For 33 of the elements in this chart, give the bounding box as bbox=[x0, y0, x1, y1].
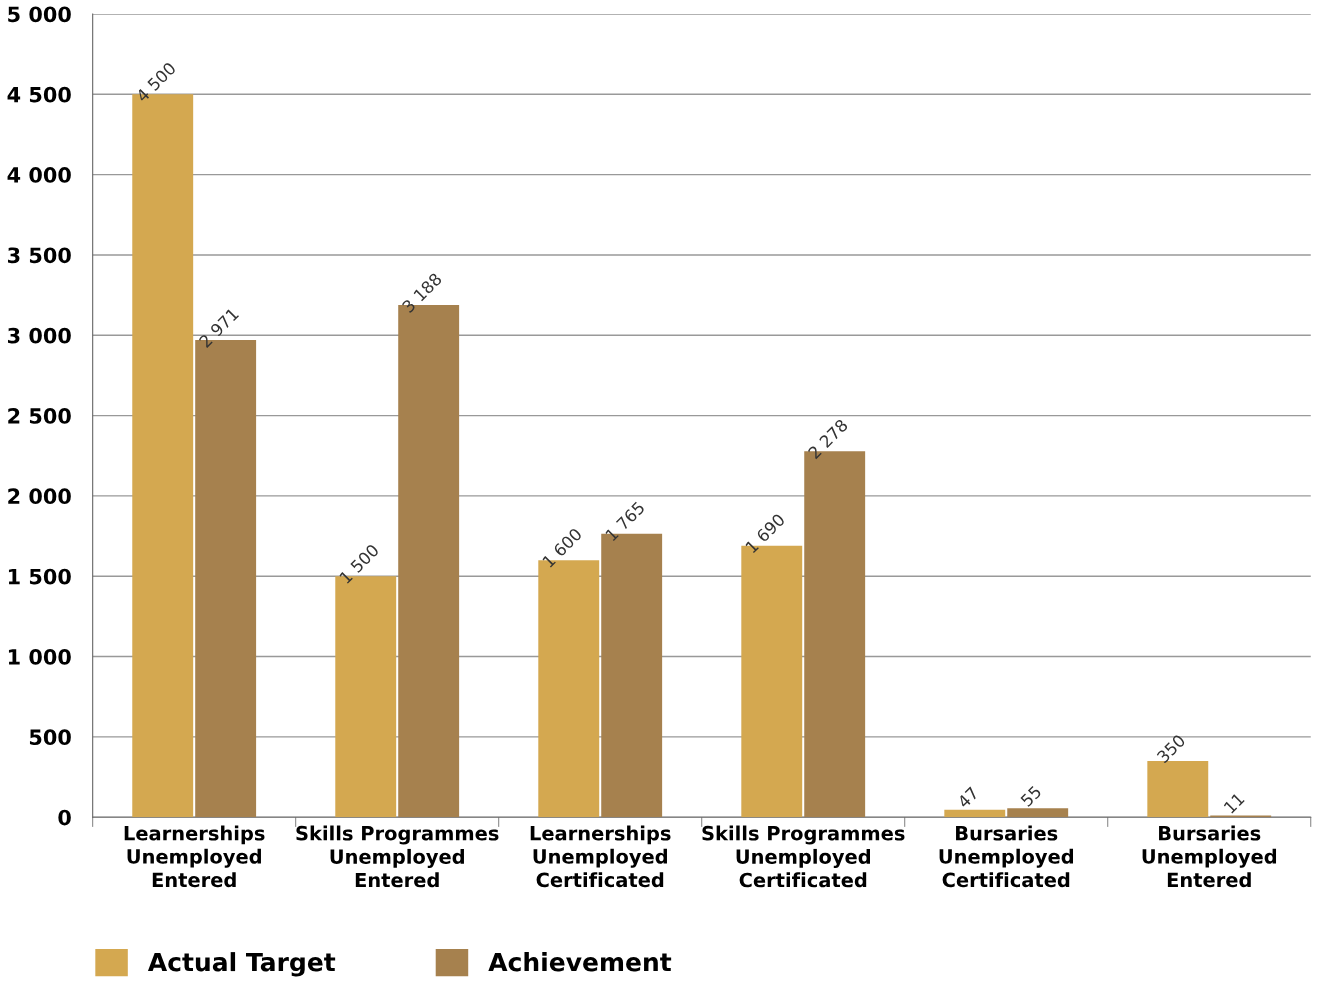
y-tick-label: 500 bbox=[29, 729, 71, 746]
data-label: 2 971 bbox=[198, 307, 240, 349]
x-tick-label: Bursaries Unemployed Certificated bbox=[939, 825, 1074, 888]
legend-label: Actual Target bbox=[147, 952, 336, 977]
y-tick-label: 1 000 bbox=[8, 649, 71, 665]
data-label: 1 600 bbox=[541, 527, 583, 568]
legend-label: Achievement bbox=[488, 952, 672, 972]
y-tick-label: 4 500 bbox=[7, 86, 71, 103]
bar bbox=[1007, 808, 1069, 818]
data-label: 4 500 bbox=[135, 61, 177, 103]
data-label: 11 bbox=[1223, 792, 1245, 814]
x-tick-label: Bursaries Unemployed Entered bbox=[1142, 825, 1277, 888]
y-tick-label: 1 500 bbox=[8, 568, 71, 585]
bar bbox=[944, 809, 1006, 818]
y-tick-label: 3 500 bbox=[8, 247, 71, 264]
data-label: 1 690 bbox=[744, 512, 786, 554]
data-label: 47 bbox=[956, 786, 979, 809]
data-label: 1 500 bbox=[338, 543, 380, 584]
data-label: 55 bbox=[1020, 785, 1042, 808]
y-tick-label: 2 000 bbox=[8, 488, 71, 505]
x-tick-label: Learnerships Unemployed Entered bbox=[124, 825, 265, 888]
x-tick-label: Learnerships Unemployed Certificated bbox=[530, 825, 671, 888]
y-tick-label: 0 bbox=[58, 809, 71, 826]
x-tick-label: Skills Programmes Unemployed Entered bbox=[296, 825, 499, 888]
y-tick-label: 4 000 bbox=[7, 167, 71, 183]
data-label: 1 765 bbox=[604, 501, 646, 542]
data-label: 3 188 bbox=[401, 272, 443, 314]
y-tick-label: 3 000 bbox=[8, 327, 71, 344]
data-label: 2 278 bbox=[807, 418, 849, 460]
x-tick-label: Skills Programmes Unemployed Certificated bbox=[702, 825, 905, 888]
data-label: 350 bbox=[1156, 733, 1186, 764]
y-tick-label: 5 000 bbox=[8, 6, 71, 23]
y-tick-label: 2 500 bbox=[8, 408, 71, 424]
